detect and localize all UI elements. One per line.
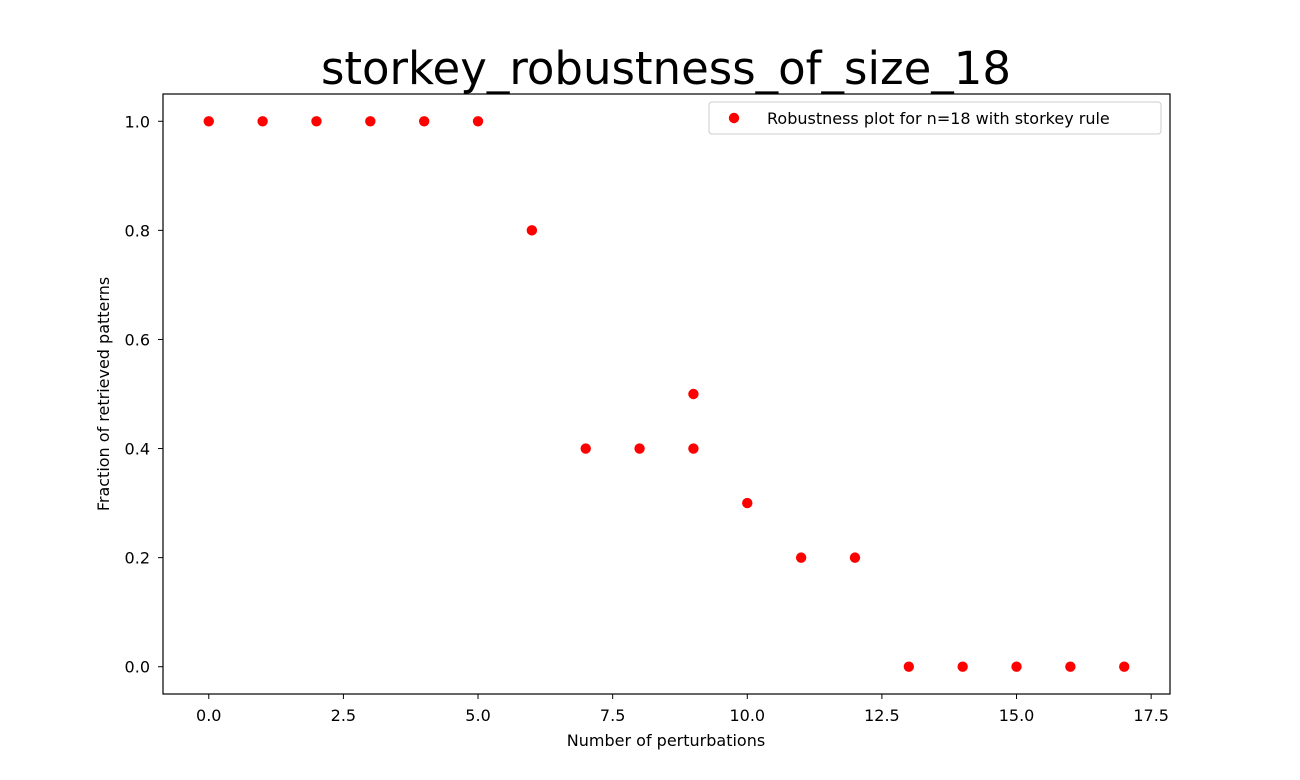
data-point [957, 661, 968, 672]
x-axis-label: Number of perturbations [567, 731, 765, 750]
y-tick-label: 1.0 [125, 112, 150, 131]
data-point [849, 552, 861, 563]
x-tick-label: 17.5 [1133, 706, 1169, 725]
legend-box [708, 101, 1162, 135]
plot-area [162, 93, 1171, 695]
x-tick-label: 15.0 [999, 706, 1035, 725]
data-point [1065, 661, 1076, 672]
data-point [1119, 661, 1130, 672]
data-point [1011, 661, 1022, 672]
data-point [795, 552, 807, 563]
data-point [580, 443, 591, 454]
data-point [634, 443, 645, 454]
x-tick-label: 0.0 [196, 706, 221, 725]
data-point [688, 443, 699, 454]
data-points [203, 116, 1130, 672]
data-point [526, 225, 538, 236]
legend: Robustness plot for n=18 with storkey ru… [708, 101, 1162, 135]
data-point [418, 116, 430, 127]
x-tick-label: 5.0 [465, 706, 490, 725]
data-point [742, 497, 753, 509]
x-tick-label: 10.0 [729, 706, 765, 725]
data-point [903, 661, 915, 672]
data-point [365, 116, 376, 127]
y-tick-label: 0.2 [125, 549, 150, 568]
x-tick-label: 2.5 [331, 706, 356, 725]
y-tick-label: 0.6 [125, 330, 150, 349]
y-axis: 0.0 0.2 0.4 0.6 0.8 1.0 [125, 112, 163, 677]
x-tick-label: 7.5 [600, 706, 625, 725]
x-axis: 0.0 2.5 5.0 7.5 10.0 12.5 15.0 17.5 [196, 694, 1169, 725]
y-tick-label: 0.4 [125, 440, 150, 459]
data-point [311, 116, 322, 127]
chart-title: storkey_robustness_of_size_18 [321, 42, 1011, 95]
y-axis-label: Fraction of retrieved patterns [94, 277, 113, 511]
legend-marker [728, 112, 740, 124]
data-point [472, 116, 484, 127]
y-tick-label: 0.0 [125, 658, 150, 677]
data-point [203, 116, 214, 127]
legend-label: Robustness plot for n=18 with storkey ru… [767, 109, 1110, 128]
x-tick-label: 12.5 [864, 706, 900, 725]
data-point [688, 388, 699, 400]
data-point [257, 116, 268, 127]
y-tick-label: 0.8 [125, 221, 150, 240]
